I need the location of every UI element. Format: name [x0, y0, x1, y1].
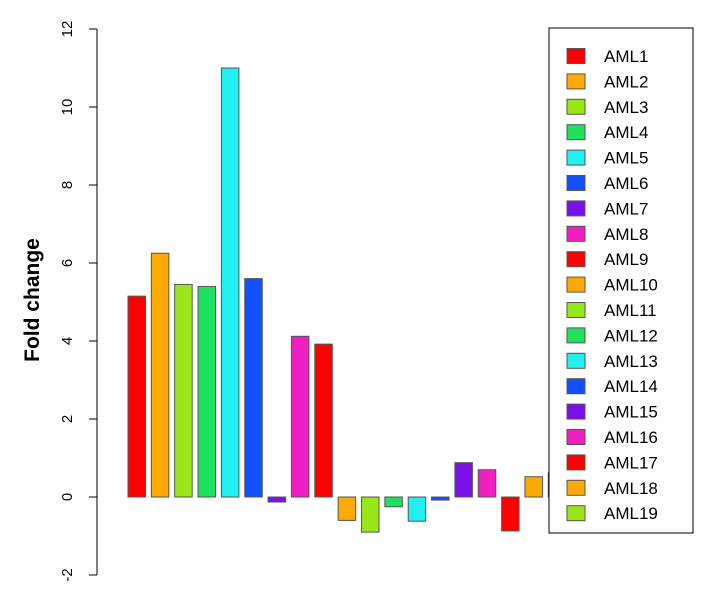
bar-aml11 [361, 496, 380, 533]
legend-swatch [566, 378, 586, 395]
bar-aml2 [150, 252, 170, 498]
legend-label: AML6 [604, 174, 648, 193]
bar-aml14 [431, 496, 450, 501]
legend-label: AML5 [604, 149, 648, 168]
legend-label: AML3 [604, 98, 648, 117]
legend-label: AML17 [604, 453, 658, 472]
bar-aml13 [407, 496, 427, 522]
legend-swatch [566, 454, 586, 471]
legend-label: AML9 [604, 250, 648, 269]
legend-label: AML2 [604, 72, 648, 91]
legend-swatch [566, 429, 586, 445]
bar-aml17 [501, 496, 520, 532]
legend-swatch [566, 352, 586, 369]
bar-aml15 [454, 462, 473, 498]
y-tick-label: 12 [59, 21, 76, 38]
legend-label: AML8 [604, 225, 648, 244]
legend-label: AML11 [604, 301, 657, 320]
bar-aml7 [267, 496, 287, 503]
bar-aml16 [477, 469, 497, 498]
bar-aml3 [174, 283, 193, 498]
y-tick-label: 10 [59, 99, 76, 116]
bar-aml10 [337, 496, 357, 521]
bar-aml6 [244, 278, 263, 498]
bar-aml4 [197, 285, 217, 498]
legend-swatch [566, 149, 586, 166]
bar-aml9 [314, 343, 333, 498]
legend-label: AML12 [604, 326, 658, 345]
y-axis: -2 0 2 4 6 8 10 12 [59, 21, 98, 582]
y-tick-label: -2 [59, 568, 76, 581]
legend-swatch [566, 73, 586, 90]
legend-swatch [566, 302, 586, 318]
legend-label: AML1 [604, 47, 648, 66]
legend-swatch [566, 225, 586, 242]
legend-swatch [566, 48, 586, 64]
legend-label: AML14 [604, 377, 658, 396]
legend-swatch [566, 124, 586, 141]
legend-swatch [566, 505, 586, 522]
bar-aml12 [384, 496, 403, 508]
legend-label: AML4 [604, 123, 648, 142]
bar-aml1 [127, 295, 146, 498]
legend-swatch [566, 98, 586, 115]
legend-label: AML13 [604, 352, 658, 371]
bar-aml5 [220, 67, 240, 498]
legend-swatch [566, 479, 586, 496]
bar-aml18 [524, 476, 543, 498]
y-axis-label: Fold change [21, 238, 44, 362]
bar-aml8 [290, 335, 310, 498]
legend-label: AML7 [604, 199, 648, 218]
y-tick-label: 8 [59, 181, 76, 189]
legend-swatch [566, 403, 586, 420]
legend-swatch [566, 200, 586, 217]
bars [127, 67, 567, 533]
legend-label: AML18 [604, 479, 658, 498]
y-tick-label: 4 [59, 337, 76, 345]
legend-swatch [566, 251, 586, 268]
legend-label: AML16 [604, 428, 658, 447]
legend-swatch [566, 175, 586, 191]
y-tick-label: 0 [59, 493, 76, 501]
legend-label: AML19 [604, 504, 658, 523]
legend-label: AML15 [604, 403, 658, 422]
y-tick-label: 6 [59, 259, 76, 267]
legend: AML1 AML2 AML3 AML4 AML5 AML6 AML7 AML8 AML9 AML1… [548, 27, 694, 534]
legend-label: AML10 [604, 276, 658, 295]
y-tick-label: 2 [59, 415, 76, 423]
legend-swatch [566, 327, 586, 344]
legend-swatch [566, 276, 586, 293]
